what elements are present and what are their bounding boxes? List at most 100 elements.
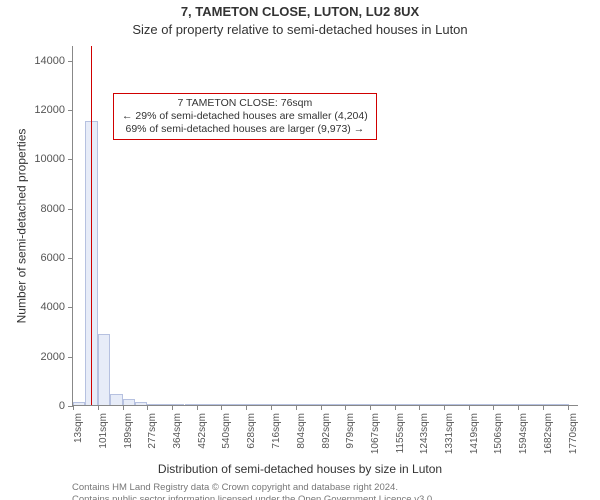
credits-line2: Contains public sector information licen… <box>72 494 435 500</box>
credits-line1: Contains HM Land Registry data © Crown c… <box>72 482 435 494</box>
x-tick-label: 277sqm <box>147 413 158 449</box>
histogram-bar <box>123 399 135 405</box>
x-tick-label: 1331sqm <box>444 413 455 454</box>
y-tick <box>68 307 73 308</box>
histogram-bar <box>482 404 494 405</box>
histogram-bar <box>346 404 358 405</box>
histogram-bar <box>457 404 469 405</box>
histogram-bar <box>308 404 320 405</box>
histogram-bar <box>519 404 531 405</box>
x-tick <box>296 405 297 410</box>
plot-area: 7 TAMETON CLOSE: 76sqm ← 29% of semi-det… <box>72 46 578 406</box>
histogram-bar <box>333 404 345 405</box>
info-box-line3: 69% of semi-detached houses are larger (… <box>122 123 368 136</box>
histogram-bar <box>544 404 556 405</box>
x-tick <box>246 405 247 410</box>
x-tick-label: 1419sqm <box>469 413 480 454</box>
histogram-bar <box>222 404 234 405</box>
y-tick <box>68 209 73 210</box>
histogram-bar <box>507 404 519 405</box>
x-tick-label: 540sqm <box>221 413 232 449</box>
y-tick-label: 12000 <box>34 104 65 116</box>
x-tick-label: 1506sqm <box>493 413 504 454</box>
histogram-bar <box>432 404 444 405</box>
y-tick <box>68 110 73 111</box>
credits: Contains HM Land Registry data © Crown c… <box>72 482 435 500</box>
x-tick-label: 892sqm <box>321 413 332 449</box>
x-tick <box>321 405 322 410</box>
info-box-line2: ← 29% of semi-detached houses are smalle… <box>122 110 368 123</box>
histogram-bar <box>420 404 432 405</box>
histogram-bar <box>172 404 184 405</box>
histogram-bar <box>408 404 420 405</box>
histogram-bar <box>73 402 85 405</box>
chart-title-desc: Size of property relative to semi-detach… <box>0 22 600 37</box>
histogram-bar <box>531 404 543 405</box>
x-tick <box>370 405 371 410</box>
x-tick-label: 364sqm <box>172 413 183 449</box>
x-tick <box>172 405 173 410</box>
x-tick <box>221 405 222 410</box>
x-tick <box>518 405 519 410</box>
histogram-bar <box>494 404 506 405</box>
y-tick-label: 0 <box>59 400 65 412</box>
y-tick-label: 4000 <box>41 301 65 313</box>
x-tick <box>197 405 198 410</box>
y-tick-label: 2000 <box>41 351 65 363</box>
histogram-bar <box>246 404 258 405</box>
x-tick <box>493 405 494 410</box>
y-axis-label: Number of semi-detached properties <box>14 129 28 324</box>
histogram-bar <box>395 404 407 405</box>
y-tick <box>68 258 73 259</box>
x-tick-label: 101sqm <box>98 413 109 449</box>
x-tick <box>98 405 99 410</box>
chart-title-address: 7, TAMETON CLOSE, LUTON, LU2 8UX <box>0 4 600 19</box>
histogram-bar <box>296 404 308 405</box>
x-tick-label: 1067sqm <box>370 413 381 454</box>
y-tick-label: 8000 <box>41 203 65 215</box>
x-tick-label: 189sqm <box>123 413 134 449</box>
histogram-bar <box>321 404 333 405</box>
x-tick <box>444 405 445 410</box>
histogram-bar <box>556 404 568 405</box>
x-tick-label: 13sqm <box>73 413 84 443</box>
y-tick <box>68 61 73 62</box>
x-tick <box>271 405 272 410</box>
histogram-bar <box>160 404 172 405</box>
histogram-bar <box>110 394 122 405</box>
y-tick <box>68 357 73 358</box>
x-tick <box>345 405 346 410</box>
histogram-bar <box>271 404 283 405</box>
x-tick-label: 628sqm <box>246 413 257 449</box>
histogram-bar <box>259 404 271 405</box>
y-tick-label: 14000 <box>34 55 65 67</box>
histogram-bar <box>284 404 296 405</box>
histogram-bar <box>358 404 370 405</box>
x-tick <box>147 405 148 410</box>
y-tick-label: 6000 <box>41 252 65 264</box>
histogram-bar <box>469 404 481 405</box>
x-tick-label: 1155sqm <box>395 413 406 453</box>
histogram-bar <box>147 404 159 405</box>
histogram-bar <box>370 404 382 405</box>
y-axis-label-container: Number of semi-detached properties <box>14 46 28 406</box>
y-tick-label: 10000 <box>34 153 65 165</box>
histogram-bar <box>197 404 209 405</box>
info-box: 7 TAMETON CLOSE: 76sqm ← 29% of semi-det… <box>113 93 377 140</box>
x-tick-label: 1243sqm <box>419 413 430 454</box>
x-tick <box>73 405 74 410</box>
histogram-bar <box>185 404 197 405</box>
x-tick <box>469 405 470 410</box>
histogram-bar <box>234 404 246 405</box>
histogram-bar <box>445 404 457 405</box>
x-tick <box>123 405 124 410</box>
x-tick <box>543 405 544 410</box>
x-tick-label: 452sqm <box>197 413 208 449</box>
y-tick <box>68 159 73 160</box>
property-marker-line <box>91 46 92 405</box>
x-tick <box>419 405 420 410</box>
info-box-line1: 7 TAMETON CLOSE: 76sqm <box>122 97 368 110</box>
x-tick <box>568 405 569 410</box>
x-axis-label: Distribution of semi-detached houses by … <box>0 462 600 476</box>
histogram-bar <box>135 402 147 405</box>
